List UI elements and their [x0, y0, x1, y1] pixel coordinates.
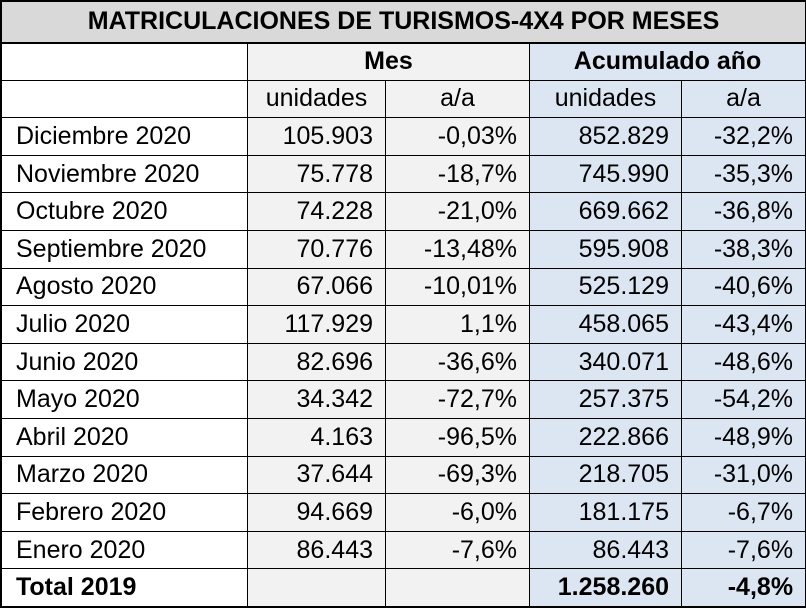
row-label: Noviembre 2020	[1, 154, 248, 194]
table-row: Septiembre 2020 70.776 -13,48% 595.908 -38,3…	[1, 229, 806, 269]
acu-unidades-cell: 595.908	[529, 229, 682, 269]
row-label: Septiembre 2020	[1, 229, 248, 269]
title-row: MATRICULACIONES DE TURISMOS-4X4 POR MESE…	[0, 1, 806, 44]
row-label: Agosto 2020	[1, 267, 248, 307]
acu-unidades-header: unidades	[529, 79, 682, 119]
row-label: Febrero 2020	[1, 493, 248, 532]
mes-unidades-cell: 86.443	[247, 530, 386, 570]
acu-aa-cell: -35,3%	[680, 154, 806, 194]
row-label: Octubre 2020	[1, 192, 248, 231]
acu-unidades-cell: 340.071	[529, 342, 682, 382]
acu-aa-cell: -38,3%	[680, 229, 806, 269]
mes-aa-cell: -36,6%	[385, 342, 530, 382]
mes-aa-header: a/a	[385, 79, 530, 119]
acu-unidades-cell: 181.175	[529, 493, 682, 532]
mes-aa-cell: -72,7%	[385, 380, 530, 419]
mes-unidades-cell: 94.669	[247, 493, 386, 532]
mes-unidades-cell: 117.929	[247, 305, 386, 344]
acu-aa-cell: -48,6%	[680, 342, 806, 382]
row-label: Mayo 2020	[1, 380, 248, 419]
table-row: Octubre 2020 74.228 -21,0% 669.662 -36,8%	[1, 192, 806, 231]
sub-header-row: unidades a/a unidades a/a	[1, 79, 806, 119]
acu-aa-cell: -31,0%	[680, 455, 806, 495]
acu-unidades-cell: 86.443	[529, 530, 682, 570]
total-row: Total 2019 1.258.260 -4,8%	[1, 568, 806, 607]
row-label: Enero 2020	[1, 530, 248, 570]
group-header-row: Mes Acumulado año	[1, 42, 806, 81]
acu-unidades-cell: 525.129	[529, 267, 682, 307]
empty-subheader-cell	[1, 79, 248, 119]
mes-aa-cell: -6,0%	[385, 493, 530, 532]
table-row: Junio 2020 82.696 -36,6% 340.071 -48,6%	[1, 342, 806, 382]
table-row: Mayo 2020 34.342 -72,7% 257.375 -54,2%	[1, 380, 806, 419]
mes-unidades-cell: 67.066	[247, 267, 386, 307]
acu-unidades-cell: 257.375	[529, 380, 682, 419]
table-row: Noviembre 2020 75.778 -18,7% 745.990 -35,3%	[1, 154, 806, 194]
acu-unidades-cell: 458.065	[529, 305, 682, 344]
mes-unidades-cell: 82.696	[247, 342, 386, 382]
row-label: Marzo 2020	[1, 455, 248, 495]
table-title: MATRICULACIONES DE TURISMOS-4X4 POR MESE…	[0, 1, 806, 44]
mes-header: Mes	[247, 42, 530, 81]
acu-unidades-cell: 218.705	[529, 455, 682, 495]
table-row: Julio 2020 117.929 1,1% 458.065 -43,4%	[1, 305, 806, 344]
mes-unidades-cell: 74.228	[247, 192, 386, 231]
acu-aa-header: a/a	[680, 79, 806, 119]
mes-unidades-cell: 70.776	[247, 229, 386, 269]
table-row: Agosto 2020 67.066 -10,01% 525.129 -40,6%	[1, 267, 806, 307]
mes-unidades-cell: 37.644	[247, 455, 386, 495]
acumulado-header: Acumulado año	[528, 42, 806, 81]
acu-aa-cell: -43,4%	[680, 305, 806, 344]
mes-aa-cell: -18,7%	[385, 154, 530, 194]
mes-unidades-cell: 75.778	[247, 154, 386, 194]
acu-unidades-cell: 222.866	[529, 417, 682, 457]
total-acu-unidades-cell: 1.258.260	[529, 568, 682, 607]
row-label: Junio 2020	[1, 342, 248, 382]
mes-aa-cell: 1,1%	[385, 305, 530, 344]
empty-header-cell	[1, 42, 248, 81]
acu-aa-cell: -48,9%	[680, 417, 806, 457]
mes-aa-cell: -13,48%	[385, 229, 530, 269]
total-acu-aa-cell: -4,8%	[680, 568, 806, 607]
table-row: Enero 2020 86.443 -7,6% 86.443 -7,6%	[1, 530, 806, 570]
mes-unidades-cell: 105.903	[247, 117, 386, 156]
mes-aa-cell: -69,3%	[385, 455, 530, 495]
acu-aa-cell: -7,6%	[680, 530, 806, 570]
table-row: Marzo 2020 37.644 -69,3% 218.705 -31,0%	[1, 455, 806, 495]
total-mes-aa-cell	[385, 568, 530, 607]
acu-aa-cell: -54,2%	[680, 380, 806, 419]
row-label: Julio 2020	[1, 305, 248, 344]
acu-aa-cell: -36,8%	[680, 192, 806, 231]
mes-aa-cell: -21,0%	[385, 192, 530, 231]
mes-unidades-cell: 34.342	[247, 380, 386, 419]
mes-unidades-header: unidades	[247, 79, 386, 119]
table-row: Abril 2020 4.163 -96,5% 222.866 -48,9%	[1, 417, 806, 457]
acu-unidades-cell: 669.662	[529, 192, 682, 231]
total-label: Total 2019	[1, 568, 248, 607]
row-label: Abril 2020	[1, 417, 248, 457]
mes-unidades-cell: 4.163	[247, 417, 386, 457]
acu-unidades-cell: 745.990	[529, 154, 682, 194]
row-label: Diciembre 2020	[1, 117, 248, 156]
mes-aa-cell: -10,01%	[385, 267, 530, 307]
mes-aa-cell: -7,6%	[385, 530, 530, 570]
acu-unidades-cell: 852.829	[529, 117, 682, 156]
acu-aa-cell: -32,2%	[680, 117, 806, 156]
total-mes-unidades-cell	[247, 568, 386, 607]
acu-aa-cell: -40,6%	[680, 267, 806, 307]
table-row: Febrero 2020 94.669 -6,0% 181.175 -6,7%	[1, 493, 806, 532]
acu-aa-cell: -6,7%	[680, 493, 806, 532]
mes-aa-cell: -96,5%	[385, 417, 530, 457]
table-row: Diciembre 2020 105.903 -0,03% 852.829 -32,2%	[1, 117, 806, 156]
mes-aa-cell: -0,03%	[385, 117, 530, 156]
